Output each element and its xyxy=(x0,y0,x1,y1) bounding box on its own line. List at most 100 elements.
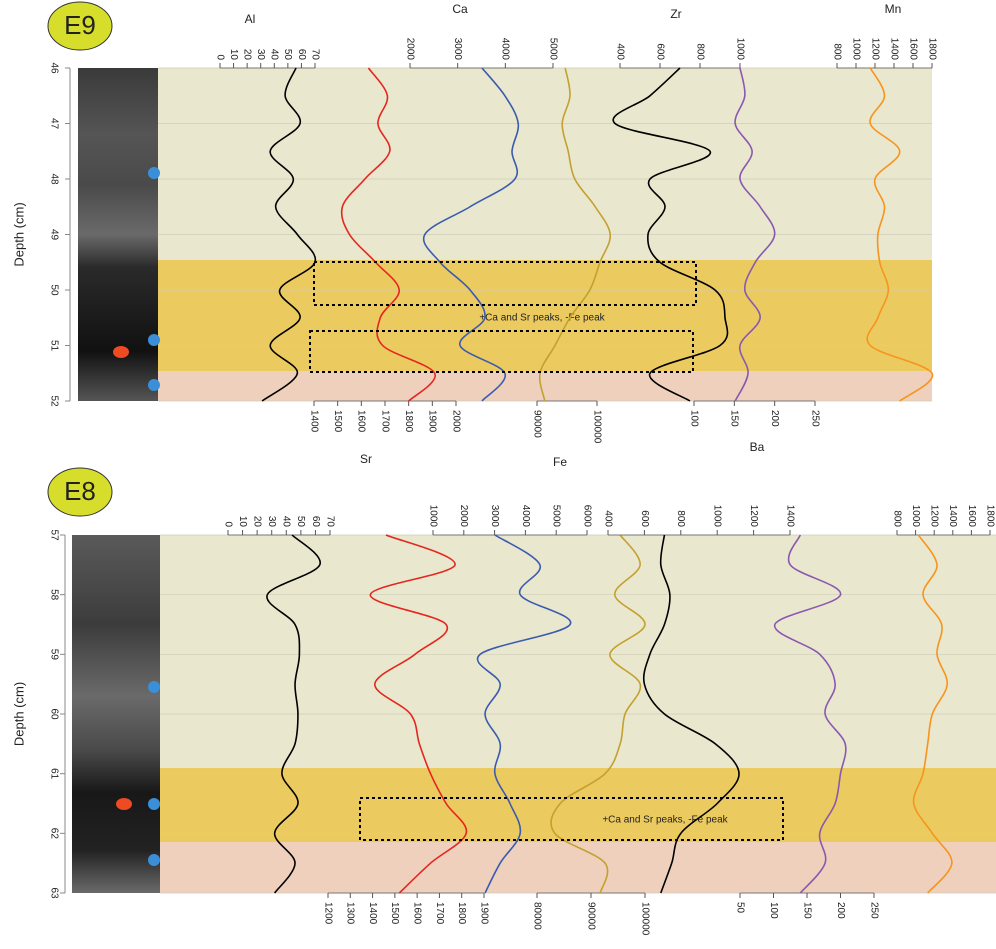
profile-line xyxy=(734,67,776,402)
axis-name: Al xyxy=(245,12,256,26)
x-tick-label: 20 xyxy=(252,516,263,528)
y-tick-label: 51 xyxy=(48,340,59,352)
x-tick-label: 4000 xyxy=(520,505,531,528)
y-tick-label: 58 xyxy=(48,589,59,601)
x-tick-label: 1900 xyxy=(478,902,489,925)
x-tick-label: 100 xyxy=(768,902,779,919)
axis-name: Zr xyxy=(670,7,681,21)
x-tick-label: 1000 xyxy=(712,505,723,528)
y-tick-label: 47 xyxy=(48,118,59,130)
x-tick-label: 1300 xyxy=(345,902,356,925)
x-tick-label: 400 xyxy=(602,510,613,527)
x-tick-label: 150 xyxy=(801,902,812,919)
x-tick-label: 1700 xyxy=(379,410,390,433)
x-tick-label: 10 xyxy=(237,516,248,528)
y-axis-label: Depth (cm) xyxy=(11,682,26,746)
zone-band xyxy=(158,260,932,371)
profile-line xyxy=(774,534,847,894)
x-tick-label: 1200 xyxy=(869,38,880,61)
profile-line xyxy=(550,534,646,894)
axis-name: Fe xyxy=(553,455,567,469)
x-tick-label: 70 xyxy=(324,516,335,528)
x-tick-label: 100000 xyxy=(639,902,650,936)
x-tick-label: 1200 xyxy=(322,902,333,925)
x-tick-label: 6000 xyxy=(581,505,592,528)
y-tick-label: 57 xyxy=(48,529,59,541)
x-tick-label: 5000 xyxy=(551,505,562,528)
sample-dot xyxy=(148,379,160,391)
profile-line xyxy=(261,67,317,402)
x-tick-label: 1800 xyxy=(456,902,467,925)
panel-title: E9 xyxy=(64,10,96,40)
x-tick-label: 1600 xyxy=(966,505,977,528)
x-tick-label: 1800 xyxy=(403,410,414,433)
x-tick-label: 0 xyxy=(214,54,225,60)
y-tick-label: 48 xyxy=(48,173,59,185)
y-tick-label: 49 xyxy=(48,229,59,241)
title-badge xyxy=(47,1,113,51)
x-tick-label: 1400 xyxy=(784,505,795,528)
x-tick-label: 40 xyxy=(281,516,292,528)
x-tick-label: 1400 xyxy=(888,38,899,61)
x-tick-label: 50 xyxy=(734,902,745,914)
x-tick-label: 1200 xyxy=(748,505,759,528)
x-tick-label: 200 xyxy=(769,410,780,427)
sample-dot xyxy=(116,798,132,810)
y-tick-label: 46 xyxy=(48,62,59,74)
x-tick-label: 800 xyxy=(831,43,842,60)
profile-line xyxy=(369,534,468,894)
sample-dot xyxy=(148,798,160,810)
x-tick-label: 600 xyxy=(654,43,665,60)
x-tick-label: 800 xyxy=(891,510,902,527)
x-tick-label: 1400 xyxy=(947,505,958,528)
profile-line xyxy=(340,67,436,402)
sample-dot xyxy=(148,854,160,866)
core-image xyxy=(78,68,158,401)
x-tick-label: 100 xyxy=(688,410,699,427)
zone-band xyxy=(160,768,996,842)
highlight-box xyxy=(309,330,694,373)
profile-line xyxy=(476,534,572,894)
x-tick-label: 30 xyxy=(255,49,266,61)
x-tick-label: 1000 xyxy=(910,505,921,528)
x-tick-label: 1800 xyxy=(926,38,937,61)
x-tick-label: 10 xyxy=(228,49,239,61)
x-tick-label: 1900 xyxy=(427,410,438,433)
y-tick-label: 50 xyxy=(48,284,59,296)
y-tick-label: 61 xyxy=(48,768,59,780)
y-tick-label: 52 xyxy=(48,395,59,407)
y-tick-label: 63 xyxy=(48,887,59,899)
title-badge xyxy=(47,467,113,517)
highlight-box xyxy=(359,797,784,841)
x-tick-label: 30 xyxy=(266,516,277,528)
sample-dot xyxy=(113,346,129,358)
x-tick-label: 90000 xyxy=(585,902,596,930)
x-tick-label: 2000 xyxy=(458,505,469,528)
x-tick-label: 80000 xyxy=(531,902,542,930)
axis-name: Mn xyxy=(885,2,902,16)
x-tick-label: 1400 xyxy=(367,902,378,925)
x-tick-label: 1200 xyxy=(929,505,940,528)
sample-dot xyxy=(148,167,160,179)
x-tick-label: 2000 xyxy=(450,410,461,433)
annotation: +Ca and Sr peaks, -Fe peak xyxy=(479,313,605,324)
annotation: +Ca and Sr peaks, -Fe peak xyxy=(602,815,728,826)
x-tick-label: 200 xyxy=(835,902,846,919)
x-tick-label: 1500 xyxy=(389,902,400,925)
profile-line xyxy=(912,534,953,894)
x-tick-label: 1600 xyxy=(356,410,367,433)
x-tick-label: 100000 xyxy=(591,410,602,444)
profile-line xyxy=(538,67,612,402)
zone-band xyxy=(160,842,996,893)
zone-band xyxy=(160,535,996,768)
x-tick-label: 50 xyxy=(282,49,293,61)
x-tick-label: 800 xyxy=(694,43,705,60)
y-axis-label: Depth (cm) xyxy=(11,202,26,266)
y-tick-label: 60 xyxy=(48,708,59,720)
zone-band xyxy=(158,68,932,260)
x-tick-label: 1600 xyxy=(907,38,918,61)
x-tick-label: 250 xyxy=(868,902,879,919)
x-tick-label: 70 xyxy=(309,49,320,61)
x-tick-label: 90000 xyxy=(531,410,542,438)
